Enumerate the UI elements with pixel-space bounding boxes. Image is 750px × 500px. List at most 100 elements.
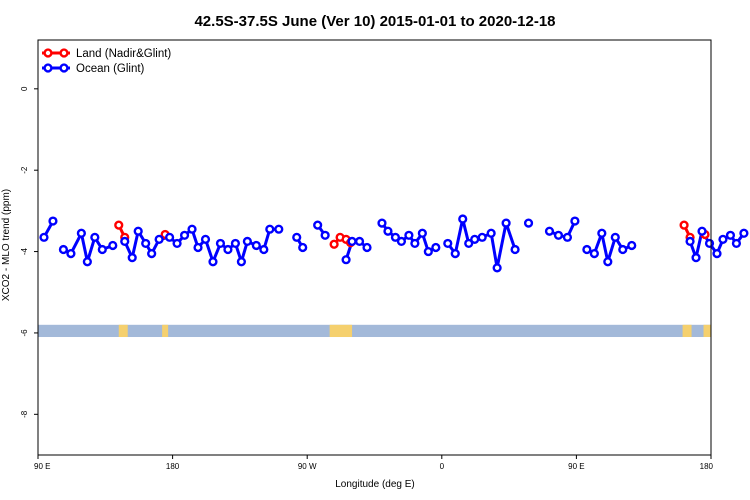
ocean-data-point (274, 224, 284, 234)
ocean-data-point (691, 253, 701, 263)
ocean-data-point (492, 263, 502, 273)
ocean-data-point (731, 238, 742, 249)
ocean-data-point (230, 238, 241, 249)
ocean-data-point (383, 226, 393, 236)
ocean-data-point (298, 242, 308, 253)
y-tick-label: -2 (20, 166, 29, 174)
ocean-data-point (396, 236, 407, 246)
ocean-data-point (523, 218, 534, 228)
land-band-patch (329, 324, 353, 338)
ocean-data-point (377, 218, 387, 228)
ocean-data-point (236, 257, 246, 267)
series-points (39, 214, 749, 273)
x-tick-label: 90 E (568, 462, 584, 471)
ocean-data-point (265, 224, 275, 234)
ocean-data-point (739, 228, 749, 238)
ocean-data-point (477, 232, 487, 242)
land-band-patch (703, 324, 711, 338)
ocean-data-point (215, 238, 226, 249)
ocean-data-point (431, 242, 441, 253)
x-tick-label: 90 W (298, 462, 317, 471)
ocean-data-point (712, 249, 722, 259)
ocean-data-point (450, 249, 460, 259)
y-tick-label: -6 (20, 329, 29, 337)
ocean-data-point (470, 234, 480, 244)
ocean-data-point (200, 234, 211, 244)
ocean-data-point (292, 232, 302, 242)
land-band-patch (682, 324, 692, 338)
surface-band (38, 324, 711, 338)
y-tick-label: 0 (20, 86, 29, 91)
ocean-data-point (510, 244, 520, 255)
ocean-data-point (320, 230, 330, 240)
ocean-data-point (562, 232, 573, 242)
ocean-data-point (120, 236, 130, 246)
ocean-data-point (141, 238, 151, 249)
legend: Land (Nadir&Glint) Ocean (Glint) (42, 48, 171, 75)
land-data-point (114, 220, 124, 230)
x-axis-label: Longitude (deg E) (335, 479, 415, 490)
ocean-band (38, 324, 711, 338)
ocean-series-line (123, 227, 279, 264)
ocean-data-point (458, 214, 468, 224)
y-axis: 0 -2 -4 -6 -8 (20, 86, 38, 418)
y-tick-label: -8 (20, 410, 29, 418)
y-axis-label: XCO2 - MLO trend (ppm) (1, 189, 12, 301)
ocean-data-point (627, 240, 637, 251)
ocean-legend-marker (59, 63, 69, 73)
ocean-data-point (501, 218, 511, 228)
ocean-data-point (179, 230, 190, 240)
ocean-data-point (417, 228, 427, 238)
ocean-data-point (423, 246, 433, 257)
ocean-data-point (685, 236, 695, 246)
land-data-point (679, 220, 689, 230)
ocean-data-point (66, 249, 76, 259)
ocean-data-point (76, 228, 86, 238)
land-legend-marker (59, 48, 69, 58)
ocean-data-point (570, 216, 580, 226)
ocean-data-point (341, 255, 351, 265)
ocean-data-point (193, 242, 203, 253)
land-band-patch (162, 324, 169, 338)
land-data-point (329, 239, 339, 249)
ocean-data-point (718, 234, 728, 244)
ocean-data-point (697, 226, 707, 236)
ocean-data-point (242, 236, 252, 246)
ocean-data-point (97, 244, 107, 255)
ocean-data-point (90, 232, 100, 242)
plot-frame (37, 39, 712, 456)
ocean-data-point (48, 216, 58, 226)
ocean-data-point (443, 238, 453, 249)
ocean-data-point (704, 238, 715, 249)
ocean-data-point (486, 228, 496, 238)
ocean-data-point (725, 230, 736, 240)
ocean-data-point (553, 230, 564, 240)
land-legend-marker (43, 48, 53, 58)
ocean-data-point (390, 232, 401, 242)
ocean-data-point (362, 242, 372, 253)
ocean-data-point (347, 236, 357, 246)
ocean-data-point (410, 238, 420, 249)
ocean-data-point (147, 249, 157, 259)
ocean-data-point (354, 236, 365, 246)
x-tick-label: 0 (440, 462, 445, 471)
y-tick-label: -4 (20, 247, 29, 255)
ocean-data-point (313, 220, 323, 230)
x-axis: 90 E 180 90 W 0 90 E 180 (34, 455, 714, 471)
ocean-data-point (127, 253, 137, 263)
ocean-data-point (610, 232, 620, 242)
ocean-data-point (618, 244, 628, 255)
ocean-legend-marker (43, 63, 53, 73)
ocean-data-point (603, 257, 613, 267)
land-band-patch (118, 324, 128, 338)
ocean-data-point (582, 244, 592, 255)
ocean-data-point (133, 226, 143, 236)
ocean-data-point (251, 240, 261, 251)
ocean-data-point (404, 230, 414, 240)
x-tick-label: 180 (700, 462, 714, 471)
ocean-data-point (259, 244, 269, 255)
ocean-data-point (154, 234, 164, 244)
ocean-data-point (464, 238, 474, 249)
ocean-data-point (187, 224, 197, 234)
